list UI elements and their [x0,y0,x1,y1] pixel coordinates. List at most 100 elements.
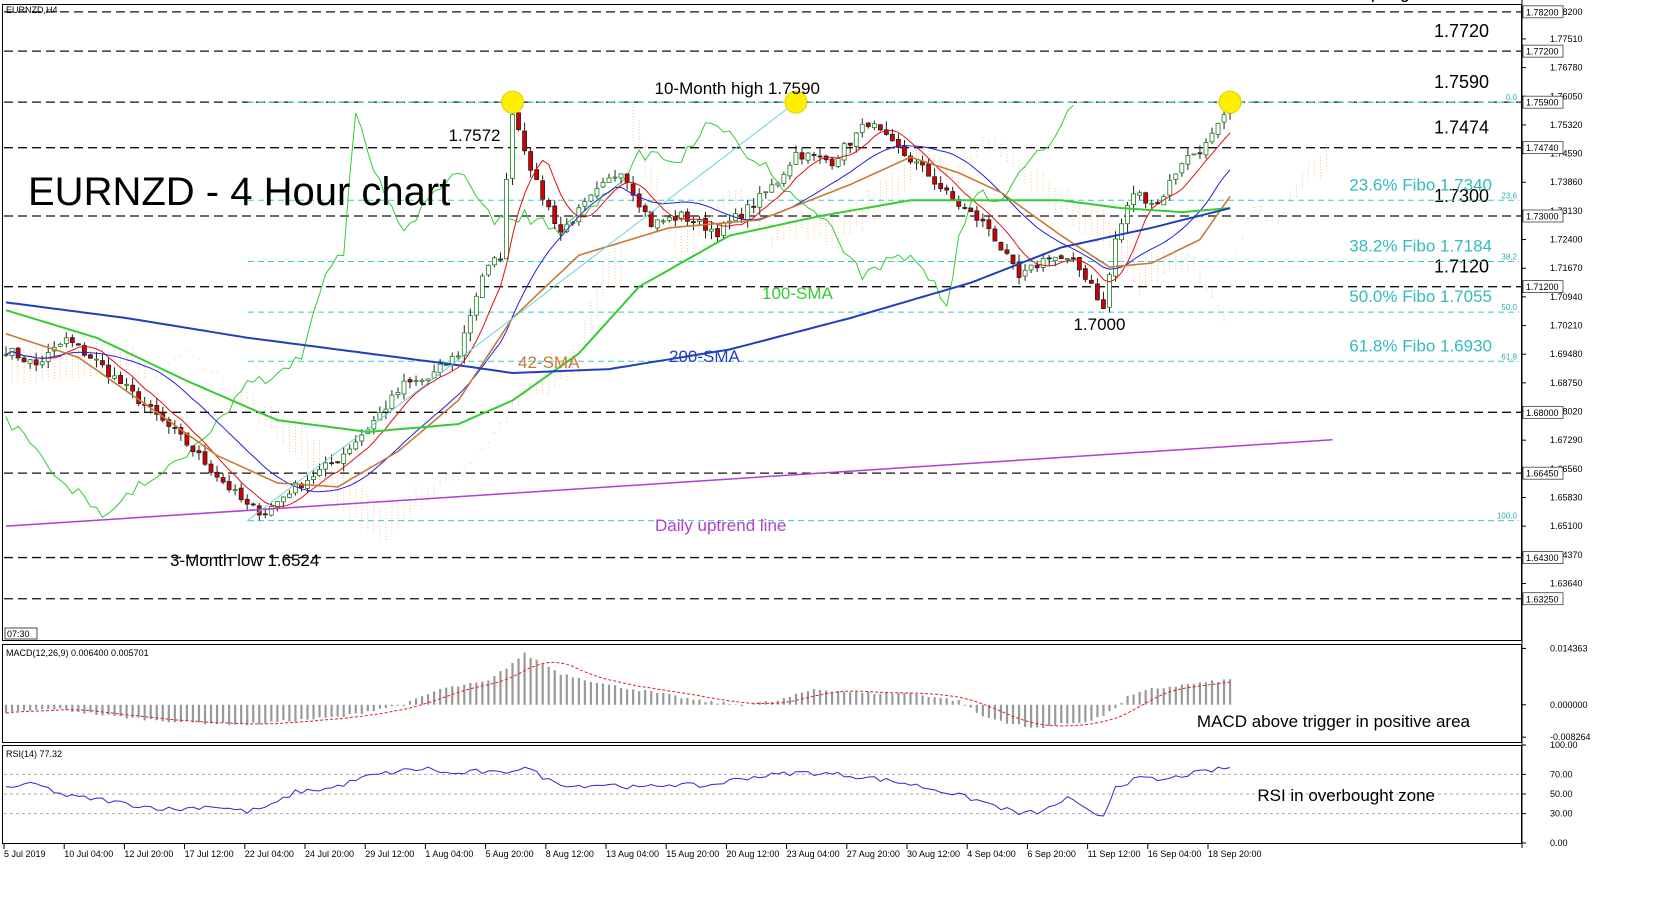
candle-body [1058,255,1064,259]
time-tick-label: 10 Jul 04:00 [64,849,113,859]
level-price-box [1522,141,1564,154]
candle-body [437,363,443,373]
candle-body [1107,274,1112,308]
level-price-label: 1.71200 [1526,282,1559,292]
fibo-tag: 23.6 [1501,191,1517,200]
candle-body [841,143,847,161]
candle-body [323,462,328,470]
candle-body [606,177,612,183]
fibo-tag: 50.0 [1501,303,1517,312]
price-tick-label: 1.70210 [1550,321,1583,331]
time-tick-label: 15 Aug 20:00 [666,849,719,859]
fibo-tag: 61.8 [1501,352,1517,361]
macd-label: MACD(12,26,9) 0.006400 0.005701 [6,648,149,658]
candle-body [715,228,720,238]
rsi-panel: RSI(14) 77.32 RSI in overbought zone 100.0… [4,740,1578,848]
time-axis: 5 Jul 2019 10 Jul 04:00 12 Jul 20:00 17 Jul… [3,844,1262,859]
price-tick-label: 1.66560 [1550,464,1583,474]
level-price-box [1522,44,1564,58]
price-tick-label: 1.65100 [1550,521,1583,531]
price-tick-label: 1.76050 [1550,91,1583,101]
candle-body [467,315,473,334]
candle-body [287,493,292,498]
candle-body [908,155,913,163]
candle-body [540,180,546,200]
fibo-tag: 38.2 [1501,253,1517,262]
candle-body [1179,163,1185,174]
candle-body [1034,264,1040,269]
candle-body [1046,257,1052,260]
candle-body [226,481,232,491]
candle-body [1095,283,1100,301]
candle-body [805,152,811,161]
price-tick-label: 1.64370 [1550,550,1583,560]
candle-body [829,158,835,167]
candle-body [932,176,938,185]
fibo-label: 38.2% Fibo 1.7184 [1349,237,1492,256]
price-tick-label: 1.71670 [1550,263,1583,273]
kijun-line [5,144,1231,493]
cursor-time-box [4,627,38,640]
candle-body [835,158,841,167]
candle-body [618,173,624,179]
candle-body [775,182,781,186]
label-42-sma: 42-SMA [518,353,580,372]
candle-body [154,405,160,415]
label-200-sma: 200-SMA [669,347,741,366]
rsi-tick-label: 30.00 [1550,809,1573,819]
candle-body [630,183,636,196]
level-price-box [1522,405,1564,419]
candle-body [697,219,702,222]
candle-body [371,420,377,430]
candle-body [865,122,871,127]
candle-body [1010,254,1016,264]
level-price-box [1522,209,1564,223]
level-price-label: 1.66450 [1526,469,1559,479]
candle-body [419,379,425,382]
time-tick-label: 18 Sep 20:00 [1208,849,1262,859]
candle-body [3,354,9,356]
high-marker [501,90,525,114]
level-price-label: 1.74740 [1526,143,1559,153]
candle-body [660,220,666,223]
candle-body [1070,257,1076,260]
candle-body [691,221,696,224]
candle-body [1016,261,1022,278]
candle-body [94,358,99,361]
level-price-label: 1.75900 [1526,98,1559,108]
annotation-1-7572: 1.7572 [449,126,501,145]
candle-body [1119,223,1124,241]
price-tick-label: 1.76780 [1550,63,1583,73]
candle-body [612,176,618,179]
candle-body [268,505,274,516]
candle-body [347,448,353,454]
candle-body [757,193,763,208]
price-tick-label: 1.67290 [1550,435,1583,445]
candle-body [793,152,799,165]
candle-body [498,258,503,261]
candle-body [413,380,419,382]
candle-body [684,211,690,222]
candle-body [443,364,449,367]
level-price-label: 1.78200 [1526,7,1559,17]
candle-body [425,378,431,381]
candle-body [1143,192,1149,204]
candle-body [262,513,268,516]
level-price-box [1522,5,1564,19]
candle-body [88,354,93,359]
candle-body [106,364,111,378]
candle-body [1028,264,1034,271]
time-tick-label: 11 Sep 12:00 [1088,849,1141,859]
time-tick-label: 17 Jul 12:00 [185,849,234,859]
time-tick-label: 22 Jul 04:00 [245,849,294,859]
candle-body [401,380,407,395]
symbol-label: EURNZD,H4 [6,5,58,15]
candle-body [1137,192,1143,196]
price-tick-label: 1.69480 [1550,349,1583,359]
candle-body [1203,142,1209,156]
candle-body [39,361,45,366]
level-price-label: 1.77200 [1526,47,1559,57]
chikou-line [5,104,1074,519]
fibo-label: 50.0% Fibo 1.7055 [1349,287,1492,306]
